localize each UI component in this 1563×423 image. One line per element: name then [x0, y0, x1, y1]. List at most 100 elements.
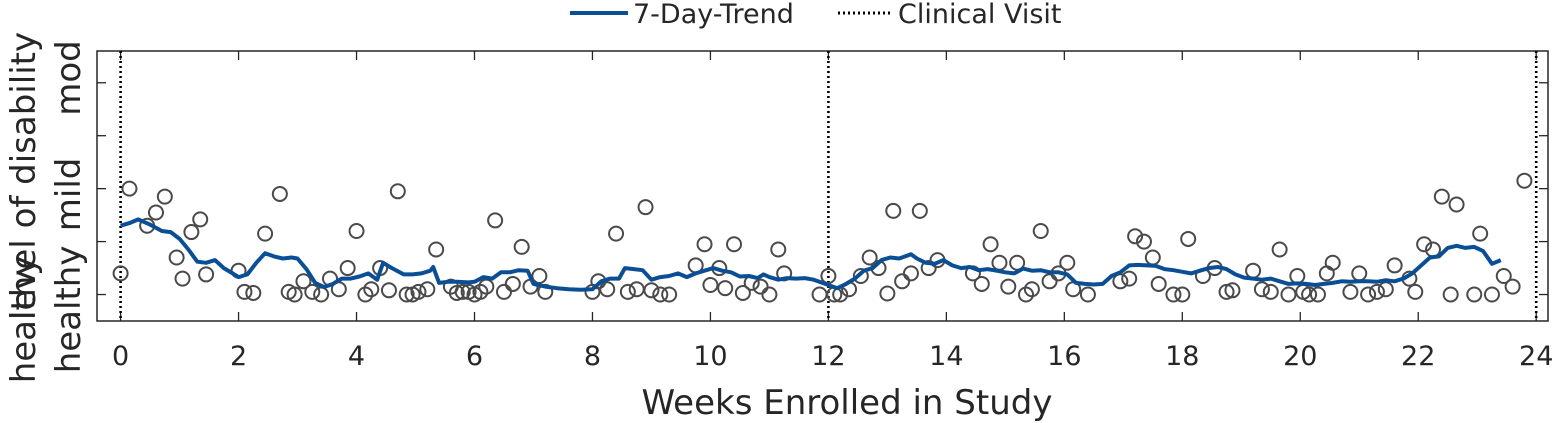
x-tick-label: 8: [584, 341, 601, 372]
score-marker: [1000, 278, 1017, 295]
score-marker: [637, 199, 654, 216]
y-label-healthy-lower: healthy: [49, 246, 89, 374]
score-marker: [752, 278, 769, 295]
x-tick-label: 6: [466, 341, 483, 372]
score-marker: [245, 284, 262, 301]
score-marker: [1342, 283, 1359, 300]
score-marker: [419, 281, 436, 298]
score-marker: [885, 202, 902, 219]
y-axis-title: healthy level of disability: [4, 32, 44, 383]
score-marker: [398, 286, 415, 303]
score-marker: [1301, 286, 1318, 303]
score-marker: [1121, 270, 1138, 287]
score-marker: [1433, 188, 1450, 205]
score-marker: [861, 249, 878, 266]
score-marker: [487, 212, 504, 229]
score-marker: [1135, 233, 1152, 250]
score-marker: [1309, 286, 1326, 303]
score-marker: [448, 284, 465, 301]
score-marker: [1180, 230, 1197, 247]
score-marker: [1165, 286, 1182, 303]
score-marker: [1324, 254, 1341, 271]
score-marker: [1032, 223, 1049, 239]
score-marker: [920, 260, 937, 277]
score-marker: [1127, 228, 1144, 245]
score-marker: [1174, 286, 1191, 303]
score-marker: [1472, 225, 1489, 242]
score-marker: [619, 283, 636, 300]
score-marker: [428, 241, 445, 258]
score-marker: [761, 286, 778, 303]
score-marker: [1416, 236, 1433, 253]
score-marker: [608, 225, 625, 242]
score-marker: [1271, 241, 1288, 258]
clinical-visit-lines: [119, 51, 1538, 321]
score-marker: [734, 284, 751, 301]
legend-label-visit: Clinical Visit: [898, 0, 1061, 30]
score-marker: [192, 211, 209, 228]
score-marker: [599, 281, 616, 298]
score-marker: [1386, 257, 1403, 274]
score-marker: [911, 202, 928, 219]
score-marker: [1059, 254, 1076, 271]
score-marker: [643, 282, 660, 299]
score-marker: [495, 283, 512, 300]
trend-line-group: [120, 217, 1502, 292]
score-marker: [902, 265, 919, 282]
score-marker: [1360, 286, 1377, 303]
score-marker: [726, 236, 743, 253]
score-marker: [1150, 275, 1167, 292]
trend-line: [120, 217, 1502, 292]
score-marker: [661, 286, 678, 303]
x-tick-label: 0: [112, 341, 129, 372]
score-marker: [156, 188, 173, 205]
score-marker: [174, 270, 191, 287]
x-tick-label: 12: [811, 341, 845, 372]
score-marker: [894, 273, 911, 290]
x-tick-label: 4: [348, 341, 365, 372]
y-label-mild: mild: [49, 158, 89, 232]
score-marker: [702, 277, 719, 293]
score-marker: [1466, 286, 1483, 303]
score-marker: [1218, 283, 1235, 300]
score-marker: [389, 183, 406, 200]
score-marker: [236, 283, 253, 300]
score-marker: [271, 185, 288, 202]
score-marker: [363, 281, 380, 298]
score-marker: [1504, 278, 1521, 295]
x-tick-label: 14: [929, 341, 963, 372]
score-marker: [198, 266, 215, 283]
score-marker: [348, 223, 365, 239]
score-marker: [454, 283, 471, 300]
score-marker: [410, 283, 427, 300]
y-label-middle: level of disability: [4, 32, 44, 320]
axis-ticks: [97, 51, 1548, 321]
svg-text:healthy level of disabil: healthy level of disability: [4, 32, 44, 383]
y-label-healthy: healthy: [4, 256, 44, 384]
score-marker: [973, 275, 990, 292]
svg-text:healthy mild mod: healthy mild mod: [49, 40, 89, 373]
score-marker: [1262, 283, 1279, 300]
score-marker: [652, 286, 669, 303]
score-marker: [168, 249, 185, 266]
score-marker: [339, 260, 356, 277]
score-marker: [304, 283, 321, 300]
score-marker: [1253, 281, 1270, 298]
score-marker: [1516, 172, 1533, 189]
score-marker: [1442, 286, 1459, 303]
score-marker: [504, 275, 521, 292]
score-marker: [147, 204, 164, 221]
score-marker: [531, 268, 548, 284]
score-marker: [1079, 286, 1096, 303]
score-marker: [380, 282, 397, 299]
x-tick-label: 24: [1519, 341, 1553, 372]
y-axis-title-levels: healthy mild mod: [49, 40, 89, 373]
score-marker: [112, 265, 129, 282]
score-marker: [257, 225, 274, 242]
score-marker: [1023, 281, 1040, 298]
x-tick-label: 18: [1165, 341, 1199, 372]
x-axis-title: Weeks Enrolled in Study: [642, 383, 1053, 423]
score-marker: [1377, 281, 1394, 298]
score-marker: [1483, 286, 1500, 303]
